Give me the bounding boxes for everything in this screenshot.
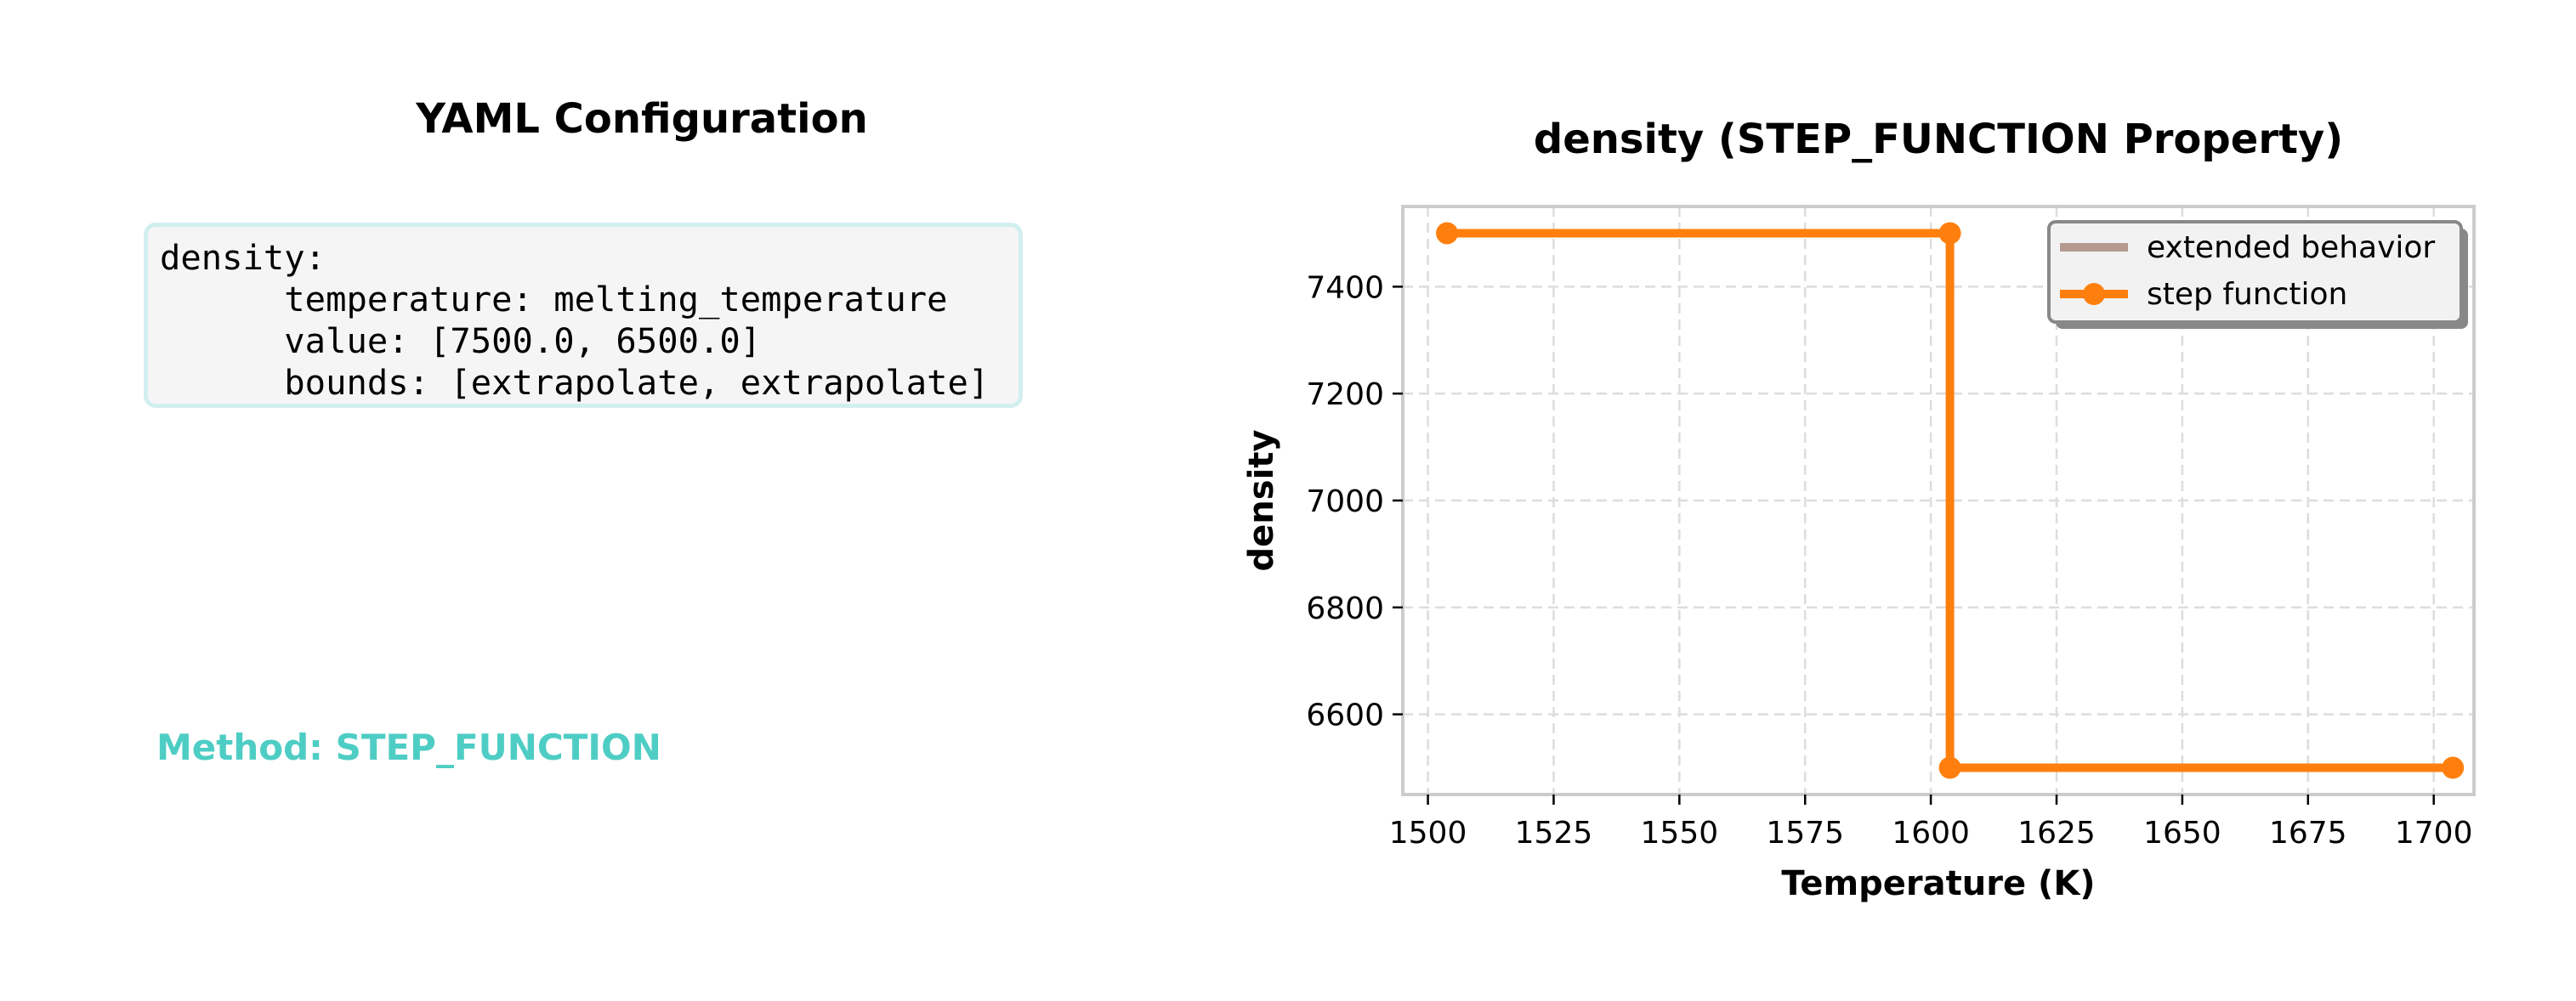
yaml-line: temperature: melting_temperature (160, 279, 948, 320)
y-tick-label: 6600 (1306, 698, 1384, 733)
step-function-point (1938, 756, 1961, 779)
legend: extended behavior step function (2047, 220, 2468, 329)
yaml-panel-title: YAML Configuration (416, 95, 868, 143)
x-tick-label: 1525 (1515, 816, 1593, 851)
step-function-point (2442, 756, 2465, 779)
y-tick-label: 7000 (1306, 484, 1384, 519)
legend-box (2047, 220, 2463, 324)
x-tick-label: 1625 (2017, 816, 2096, 851)
yaml-line: density: (160, 237, 326, 278)
yaml-line: bounds: [extrapolate, extrapolate] (160, 362, 990, 403)
x-tick-label: 1650 (2143, 816, 2221, 851)
x-tick-label: 1700 (2395, 816, 2473, 851)
yaml-code: density: temperature: melting_temperatur… (160, 237, 1018, 404)
legend-marker-step-function (2083, 283, 2105, 305)
x-tick-label: 1675 (2269, 816, 2347, 851)
legend-label: step function (2147, 277, 2347, 312)
chart-title: density (STEP_FUNCTION Property) (1534, 116, 2343, 163)
method-label: Method: STEP_FUNCTION (156, 727, 661, 768)
x-tick-label: 1575 (1766, 816, 1844, 851)
y-tick-label: 7400 (1306, 270, 1384, 305)
y-tick-label: 6800 (1306, 591, 1384, 626)
x-tick-label: 1600 (1892, 816, 1970, 851)
y-tick-label: 7200 (1306, 377, 1384, 412)
x-tick-label: 1550 (1641, 816, 1719, 851)
yaml-code-box: density: temperature: melting_temperatur… (144, 223, 1023, 408)
x-tick-label: 1500 (1389, 816, 1467, 851)
step-function-line (1447, 229, 2454, 772)
x-axis-label: Temperature (K) (1781, 864, 2095, 903)
yaml-line: value: [7500.0, 6500.0] (160, 320, 762, 361)
y-axis-label: density (1242, 430, 1281, 572)
step-function-point (1436, 222, 1459, 245)
legend-label: extended behavior (2147, 230, 2435, 265)
step-function-point (1938, 222, 1961, 245)
